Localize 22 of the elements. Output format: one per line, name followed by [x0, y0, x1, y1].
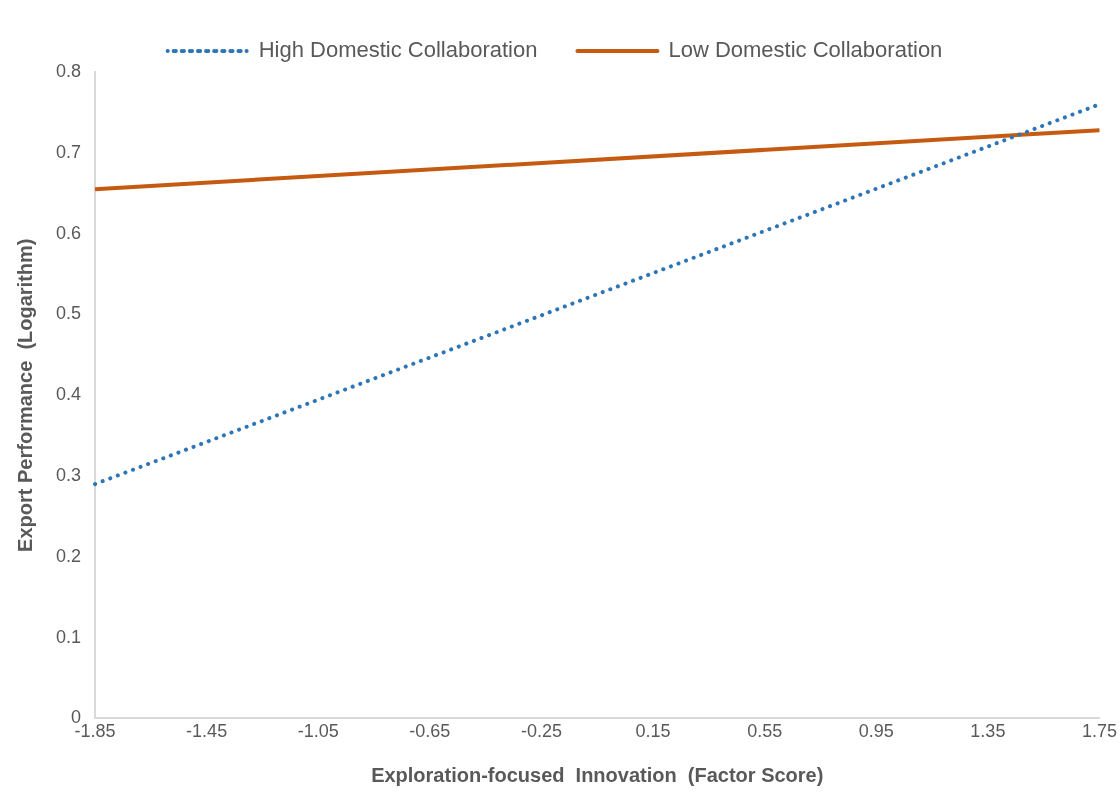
x-tick-label: -1.45 [186, 721, 228, 742]
x-tick-label: -1.05 [297, 721, 339, 742]
y-tick-label: 0.1 [55, 626, 82, 647]
x-tick-label: 0.55 [747, 721, 783, 742]
y-tick-label: 0 [71, 707, 82, 728]
y-axis-title: Export Performance (Logarithm) [13, 238, 36, 552]
y-tick-label: 0.8 [55, 60, 82, 81]
y-tick-label: 0.2 [55, 545, 82, 566]
y-tick-label: 0.4 [55, 384, 82, 405]
y-tick-label: 0.7 [55, 141, 82, 162]
x-tick-label: 0.95 [858, 721, 894, 742]
x-tick-label: -0.65 [409, 721, 451, 742]
x-tick-label: -0.25 [520, 721, 562, 742]
x-axis-title: Exploration-focused Innovation (Factor Score) [371, 763, 824, 786]
x-tick-label: 1.75 [1081, 721, 1118, 742]
y-tick-label: 0.5 [55, 303, 82, 324]
x-tick-label: 1.35 [970, 721, 1006, 742]
legend-label: Low Domestic Collaboration [668, 37, 943, 63]
x-tick-label: 0.15 [635, 721, 671, 742]
y-tick-label: 0.6 [55, 222, 82, 243]
legend-label: High Domestic Collaboration [258, 37, 538, 63]
y-tick-label: 0.3 [55, 464, 82, 485]
